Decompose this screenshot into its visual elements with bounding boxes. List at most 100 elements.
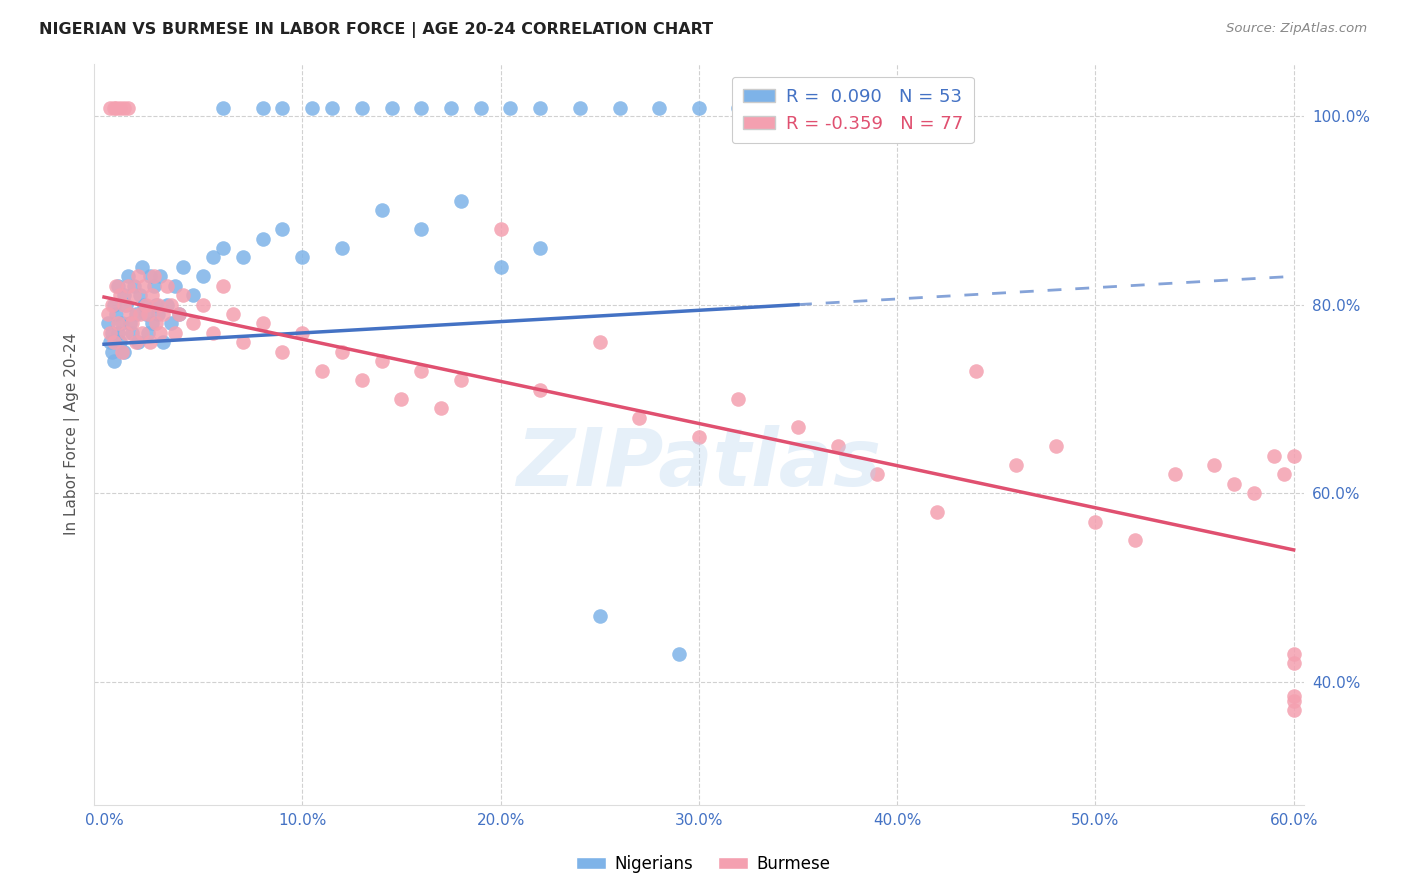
Legend: Nigerians, Burmese: Nigerians, Burmese (569, 848, 837, 880)
Point (688, 102, 710, 116)
Point (727, 102, 749, 116)
Point (301, 102, 323, 116)
Point (145, 298, 167, 312)
Point (122, 278, 145, 293)
Point (212, 278, 235, 293)
Point (128, 288, 150, 302)
Point (271, 222, 294, 236)
Point (1163, 467, 1185, 482)
Point (252, 317, 274, 331)
Point (117, 278, 139, 293)
Point (103, 102, 125, 116)
Point (107, 278, 129, 293)
Point (169, 307, 191, 321)
Point (121, 317, 143, 331)
Point (489, 260, 512, 274)
Point (291, 251, 314, 265)
Point (440, 102, 463, 116)
Point (1272, 467, 1295, 482)
Point (111, 317, 134, 331)
Point (589, 335, 612, 350)
Point (118, 317, 141, 331)
Point (787, 420, 810, 434)
Point (529, 102, 551, 116)
Point (146, 307, 169, 321)
Point (138, 269, 160, 284)
Point (1204, 458, 1226, 472)
Point (127, 335, 149, 350)
Point (1005, 458, 1028, 472)
Point (107, 326, 129, 340)
Point (1282, 703, 1305, 717)
Point (589, 609, 612, 624)
Point (411, 364, 433, 378)
Point (191, 269, 214, 284)
Point (291, 326, 314, 340)
Point (181, 288, 204, 302)
Point (181, 317, 204, 331)
Point (101, 326, 124, 340)
Point (160, 298, 183, 312)
Point (222, 307, 245, 321)
Point (104, 307, 127, 321)
Point (450, 373, 472, 387)
Point (160, 317, 183, 331)
Point (271, 102, 294, 116)
Point (111, 344, 134, 359)
Text: Source: ZipAtlas.com: Source: ZipAtlas.com (1226, 22, 1367, 36)
Point (411, 102, 433, 116)
Point (165, 278, 187, 293)
Point (529, 241, 551, 255)
Point (202, 251, 225, 265)
Point (117, 102, 139, 116)
Point (212, 241, 235, 255)
Point (101, 344, 124, 359)
Point (866, 467, 889, 482)
Point (232, 335, 254, 350)
Point (121, 326, 143, 340)
Point (169, 307, 191, 321)
Point (411, 222, 433, 236)
Point (380, 102, 402, 116)
Point (1282, 694, 1305, 708)
Point (727, 392, 749, 406)
Point (1045, 439, 1067, 453)
Point (1223, 476, 1246, 491)
Point (104, 278, 127, 293)
Point (131, 260, 153, 274)
Point (97, 307, 120, 321)
Point (107, 317, 129, 331)
Point (350, 102, 373, 116)
Point (112, 344, 135, 359)
Point (1282, 449, 1305, 463)
Point (391, 392, 413, 406)
Point (321, 102, 343, 116)
Point (965, 364, 987, 378)
Point (138, 335, 160, 350)
Point (827, 439, 849, 453)
Point (370, 203, 392, 218)
Point (104, 102, 127, 116)
Point (925, 505, 948, 519)
Point (112, 298, 135, 312)
Point (128, 307, 150, 321)
Point (529, 383, 551, 397)
Point (136, 326, 159, 340)
Point (152, 335, 174, 350)
Point (146, 298, 169, 312)
Point (609, 102, 631, 116)
Point (252, 231, 274, 245)
Point (131, 326, 153, 340)
Point (135, 307, 157, 321)
Point (430, 401, 453, 416)
Point (127, 269, 149, 284)
Point (688, 430, 710, 444)
Point (108, 102, 131, 116)
Point (1282, 656, 1305, 670)
Point (148, 326, 170, 340)
Text: NIGERIAN VS BURMESE IN LABOR FORCE | AGE 20-24 CORRELATION CHART: NIGERIAN VS BURMESE IN LABOR FORCE | AGE… (39, 22, 713, 38)
Point (101, 298, 124, 312)
Point (108, 288, 131, 302)
Point (271, 344, 294, 359)
Point (232, 251, 254, 265)
